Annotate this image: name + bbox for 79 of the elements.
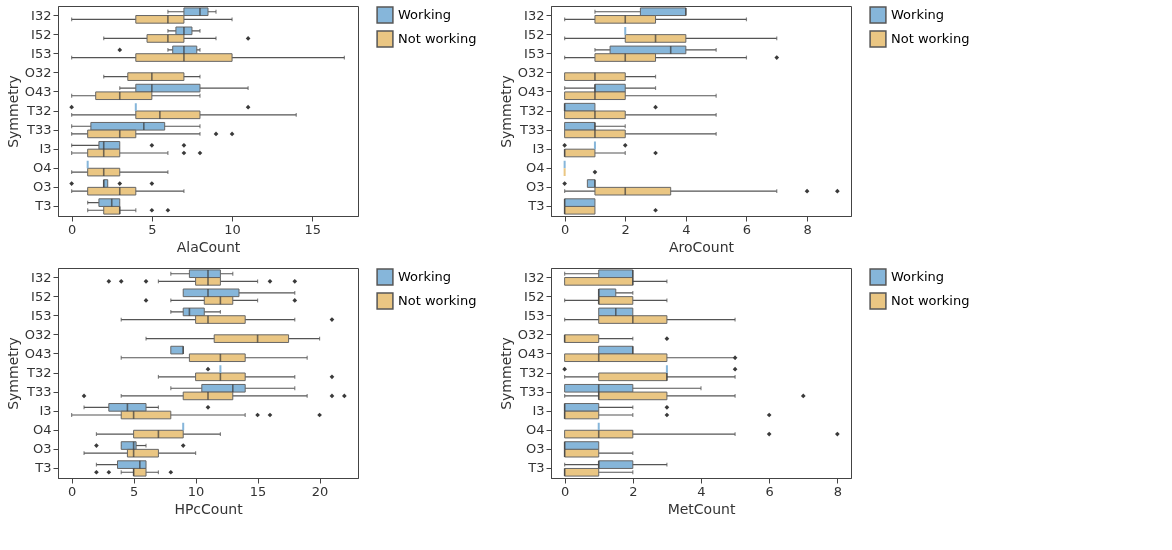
y-tick-label: T32 <box>519 365 545 380</box>
y-tick-label: I32 <box>524 269 545 285</box>
x-tick-label: 5 <box>129 483 139 499</box>
x-tick-label: 2 <box>621 221 630 237</box>
y-axis-title: Symmetry <box>4 337 21 410</box>
x-tick-label: 0 <box>68 483 77 499</box>
x-tick-label: 0 <box>561 221 570 237</box>
y-tick-label: I52 <box>524 288 545 304</box>
y-tick-label: T3 <box>34 198 52 214</box>
x-tick-label: 4 <box>682 221 691 237</box>
legend-label: Working <box>398 269 452 284</box>
legend-label: Not working <box>398 31 477 46</box>
y-tick-label: I3 <box>39 403 52 419</box>
x-tick-label: 6 <box>765 483 774 499</box>
y-tick-label: I32 <box>524 7 545 23</box>
y-tick-label: T33 <box>519 122 545 138</box>
y-tick-label: I52 <box>524 26 545 42</box>
x-tick-label: 5 <box>148 221 157 237</box>
x-tick-label: 10 <box>224 221 241 237</box>
x-tick-label: 0 <box>68 221 77 237</box>
x-tick-label: 4 <box>697 483 706 499</box>
x-tick-label: 2 <box>629 483 638 499</box>
y-tick-label: T33 <box>26 384 52 400</box>
x-axis-title: AroCount <box>668 238 735 255</box>
legend-label: Not working <box>398 293 477 308</box>
y-tick-label: O43 <box>24 83 52 99</box>
y-tick-label: O43 <box>517 345 545 361</box>
y-tick-label: T3 <box>527 460 545 476</box>
legend-label: Not working <box>891 293 970 308</box>
x-tick-label: 15 <box>304 221 322 237</box>
y-tick-label: O43 <box>24 345 52 361</box>
y-tick-label: I3 <box>532 403 545 419</box>
y-tick-label: T32 <box>519 103 545 118</box>
x-tick-label: 0 <box>561 483 570 499</box>
y-tick-label: T3 <box>34 460 52 476</box>
y-tick-label: O4 <box>525 422 545 438</box>
x-tick-label: 15 <box>249 483 267 499</box>
y-tick-label: T33 <box>519 384 545 400</box>
y-tick-label: I53 <box>31 307 52 323</box>
y-axis-title: Symmetry <box>4 75 21 148</box>
y-tick-label: O32 <box>517 64 545 80</box>
y-tick-label: O32 <box>24 326 52 342</box>
legend-label: Working <box>398 7 452 22</box>
y-tick-label: O4 <box>32 422 52 438</box>
y-tick-label: O3 <box>525 179 545 195</box>
x-axis-title: HPcCount <box>174 500 244 517</box>
y-tick-label: T3 <box>527 198 545 214</box>
y-tick-label: T32 <box>26 103 52 118</box>
y-tick-label: O3 <box>525 441 545 457</box>
x-axis-title: MetCount <box>667 500 736 517</box>
y-tick-label: I32 <box>31 7 52 23</box>
y-tick-label: I53 <box>524 45 545 61</box>
y-tick-label: O3 <box>32 179 52 195</box>
x-tick-label: 8 <box>803 221 812 237</box>
legend-label: Not working <box>891 31 970 46</box>
x-tick-label: 8 <box>833 483 842 499</box>
x-tick-label: 6 <box>742 221 752 237</box>
legend-label: Working <box>891 7 945 22</box>
y-tick-label: T32 <box>26 365 52 380</box>
y-tick-label: I52 <box>31 26 52 42</box>
y-tick-label: I53 <box>524 307 545 323</box>
y-tick-label: O43 <box>517 83 545 99</box>
y-tick-label: O4 <box>525 160 545 176</box>
legend-label: Working <box>891 269 945 284</box>
y-tick-label: O32 <box>517 326 545 342</box>
y-tick-label: T33 <box>26 122 52 138</box>
y-tick-label: I53 <box>31 45 52 61</box>
y-tick-label: O3 <box>32 441 52 457</box>
y-tick-label: I3 <box>532 141 545 157</box>
y-tick-label: I32 <box>31 269 52 285</box>
x-tick-label: 10 <box>187 483 205 499</box>
y-tick-label: I52 <box>31 288 52 304</box>
y-tick-label: O32 <box>24 64 52 80</box>
y-axis-title: Symmetry <box>497 337 514 410</box>
x-tick-label: 20 <box>311 483 329 499</box>
y-axis-title: Symmetry <box>497 75 514 148</box>
y-tick-label: I3 <box>39 141 52 157</box>
x-axis-title: AlaCount <box>176 238 241 255</box>
y-tick-label: O4 <box>32 160 52 176</box>
